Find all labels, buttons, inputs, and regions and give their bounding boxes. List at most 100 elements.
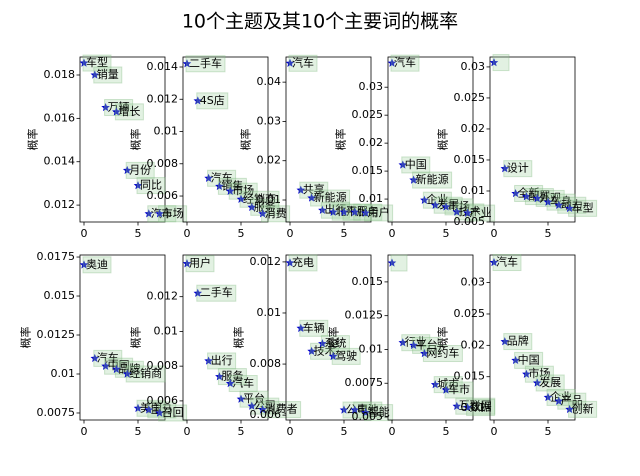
y-axis-label: 概率 [129,327,143,349]
y-tick-label: 0.04 [257,75,282,88]
word-label: 市场 [528,366,550,380]
label-box [288,254,318,272]
label-box [568,400,598,418]
y-tick-label: 0.014 [44,155,76,168]
word-label: 汽车 [232,376,254,390]
label-box [82,54,112,72]
y-tick-label: 0.006 [147,189,179,202]
y-tick-label: 0.006 [250,408,282,421]
word-label: 创新 [572,401,594,415]
label-box [433,196,463,214]
word-label: 智能 [368,405,390,419]
x-tick-label: 5 [237,227,244,240]
word-label: 万辆 [108,100,130,114]
y-axis-label: 概率 [26,129,40,151]
subplot: 0.012 0.014 0.016 0.018 0 5 概率 [26,56,166,240]
x-tick-label: 5 [544,227,551,240]
point [204,356,213,365]
y-tick-label: 0.02 [359,136,384,149]
label-box [125,365,166,383]
point [463,403,472,412]
x-tick-label: 5 [237,425,244,438]
label-box [320,335,350,353]
word-label: 增长 [118,104,140,118]
point [387,258,397,267]
label-box [503,333,533,351]
label-box [514,351,544,369]
word-label: 车市 [448,382,470,396]
y-axis-label: 概率 [232,327,246,349]
y-tick-label: 0.01 [154,324,179,337]
y-tick-label: 0.012 [147,92,179,105]
label-box [147,401,177,419]
y-tick-label: 0.03 [461,60,486,73]
point [441,385,451,394]
word-label: 服务 [221,370,243,383]
y-tick-label: 0.025 [454,91,486,104]
y-tick-label: 0.015 [454,153,486,166]
word-label: 数据 [470,400,492,414]
point [182,259,192,268]
word-label: 城市 [437,377,459,391]
axes-frame [79,56,166,223]
point [565,203,574,212]
point [112,364,121,373]
y-tick-label: 0.005 [352,410,384,423]
word-label: 技术 [314,344,336,357]
word-label: 二手车 [189,56,222,70]
y-tick-label: 0.03 [257,114,282,127]
word-label: 发展 [539,375,561,389]
word-label: 品牌 [118,361,140,375]
word-label: 4S店 [200,93,225,107]
point [511,355,520,365]
point [430,380,440,389]
word-label: 消费者 [265,402,298,416]
label-box [466,399,496,417]
word-label: 电池 [357,403,379,416]
label-box [217,368,247,386]
axes-frame [285,254,372,421]
word-label: 中国 [108,359,130,372]
x-tick-label: 0 [388,425,395,438]
point [420,349,429,358]
subplot: 0.006 0.008 0.01 0.012 0 5 概率 [232,254,372,438]
subplot: 0.0075 0.01 0.0125 0.015 0.0175 0 5 概率 [19,250,166,438]
point [463,208,472,217]
axes-frame [489,254,576,421]
label-box [125,161,155,179]
word-label: 行业 [405,336,427,349]
point [554,200,564,209]
point [133,403,143,412]
y-axis-label: 概率 [129,129,143,151]
label-box [364,404,394,422]
subplot: 0.01 0.02 0.03 0.04 0 5 概率 [239,56,372,240]
y-tick-label: 0.015 [44,289,76,302]
point [90,353,100,363]
y-tick-label: 0.012 [147,290,179,303]
y-axis-label: 概率 [19,327,33,349]
point [441,202,451,211]
word-label: 品牌 [507,334,529,348]
point [236,394,246,403]
label-box [104,357,134,375]
y-axis-label: 概率 [436,327,450,349]
y-tick-label: 0.01 [257,193,282,206]
label-box [535,374,565,392]
y-tick-label: 0.01 [359,342,384,355]
label-box [250,198,280,216]
word-label: 产品 [561,393,583,407]
point [452,207,462,216]
point [398,338,408,347]
point [318,205,327,214]
y-tick-label: 0.008 [147,157,179,170]
label-box [239,390,269,408]
y-tick-label: 0.02 [257,154,282,167]
label-box [158,404,188,422]
point [387,58,397,67]
point [155,209,164,218]
point [90,70,100,79]
word-label: 市场 [448,199,470,213]
point [225,379,235,388]
word-label: 充电 [292,255,314,269]
axes-frame [182,56,269,223]
